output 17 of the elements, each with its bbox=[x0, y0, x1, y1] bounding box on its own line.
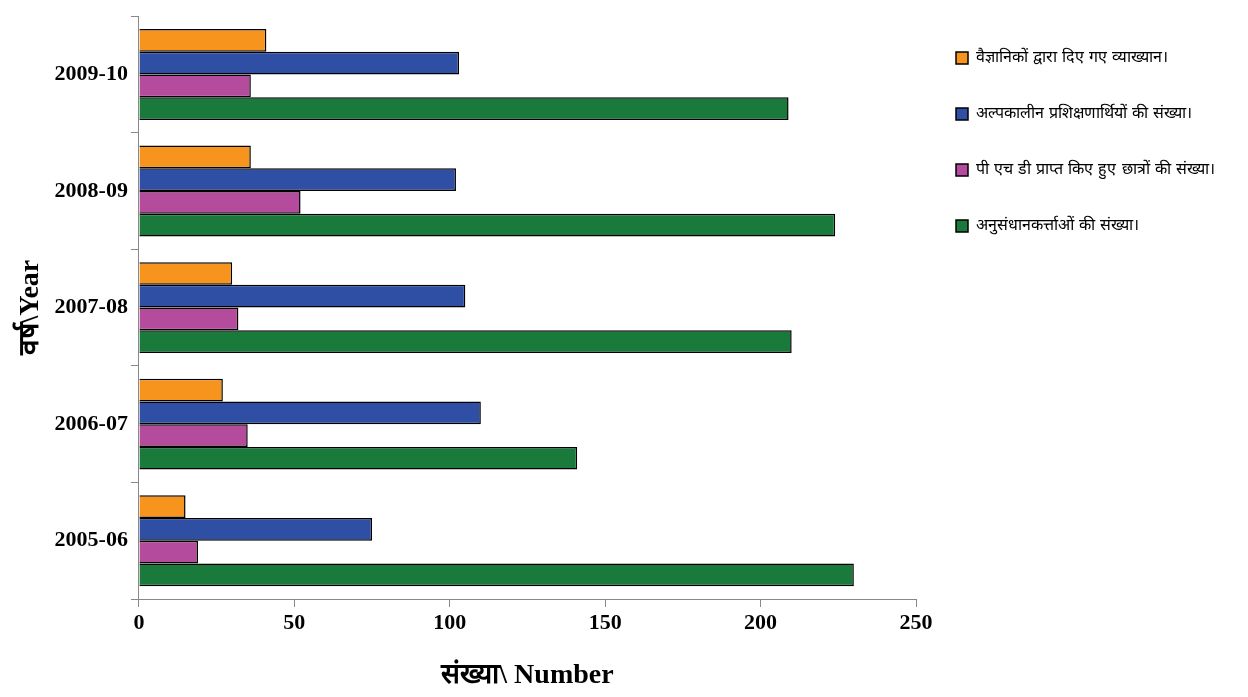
x-tick-label: 150 bbox=[588, 608, 622, 634]
x-tick-label: 250 bbox=[899, 608, 933, 634]
x-tick-label: 100 bbox=[433, 608, 467, 634]
y-axis-title: वर्ष\Year bbox=[12, 259, 45, 357]
y-tick-label: 2006-07 bbox=[54, 409, 128, 435]
legend-label: वैज्ञानिकों द्वारा दिए गए व्याख्यान। bbox=[976, 47, 1169, 67]
y-tick-label: 2007-08 bbox=[54, 293, 128, 319]
x-tick-label: 200 bbox=[744, 608, 778, 634]
x-tick-label: 50 bbox=[283, 608, 306, 634]
y-tick-label: 2008-09 bbox=[54, 176, 128, 202]
x-tick-label: 0 bbox=[133, 608, 145, 634]
legend-label: अल्पकालीन प्रशिक्षणार्थियों की संख्या। bbox=[976, 103, 1193, 123]
x-axis-title: संख्या\ Number bbox=[440, 658, 614, 690]
legend-label: अनुसंधानकर्त्ताओं की संख्या। bbox=[976, 215, 1140, 236]
legend-label: पी एच डी प्राप्त किए हुए छात्रों की संख्या। bbox=[976, 159, 1215, 181]
y-tick-label: 2009-10 bbox=[54, 60, 128, 86]
y-tick-label: 2005-06 bbox=[54, 526, 128, 552]
